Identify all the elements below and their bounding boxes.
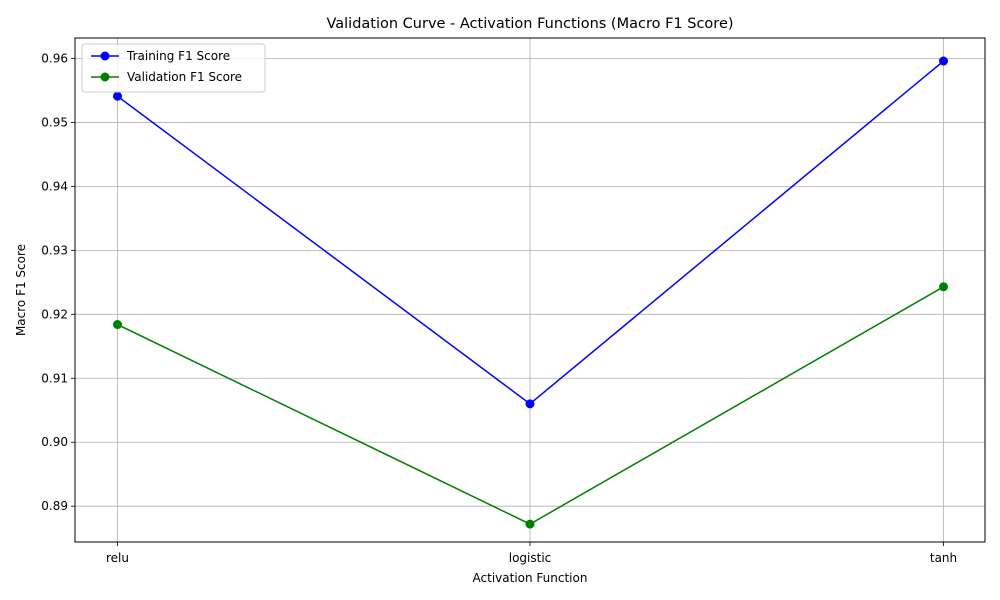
y-tick-label: 0.92	[41, 307, 68, 321]
y-tick-label: 0.95	[41, 115, 68, 129]
data-point	[113, 320, 122, 330]
x-tick-label: logistic	[509, 551, 552, 565]
legend-label-training: Training F1 Score	[126, 49, 230, 63]
x-axis-label: Activation Function	[473, 571, 588, 585]
y-tick-label: 0.91	[41, 371, 68, 385]
y-tick-label: 0.90	[41, 435, 68, 449]
data-point	[939, 282, 948, 292]
data-point	[939, 56, 948, 66]
chart-title: Validation Curve - Activation Functions …	[326, 16, 733, 32]
y-tick-label: 0.94	[41, 179, 68, 193]
data-point	[525, 399, 535, 409]
y-axis: 0.89 0.90 0.91 0.92 0.93 0.94 0.95 0.96	[41, 51, 75, 513]
data-point	[525, 519, 535, 529]
legend-marker-validation	[100, 72, 110, 82]
y-tick-label: 0.96	[41, 51, 68, 65]
y-tick-label: 0.89	[41, 499, 68, 513]
x-axis: relu logistic tanh	[106, 542, 957, 565]
legend: Training F1 Score Validation F1 Score	[81, 43, 266, 93]
series-layer	[113, 56, 948, 529]
y-tick-label: 0.93	[41, 243, 68, 257]
x-tick-label: relu	[106, 551, 129, 565]
x-tick-label: tanh	[930, 551, 957, 565]
legend-label-validation: Validation F1 Score	[127, 70, 242, 84]
legend-marker-training	[100, 51, 110, 61]
legend-box	[81, 43, 266, 93]
data-point	[113, 91, 122, 101]
y-axis-label: Macro F1 Score	[14, 244, 28, 336]
